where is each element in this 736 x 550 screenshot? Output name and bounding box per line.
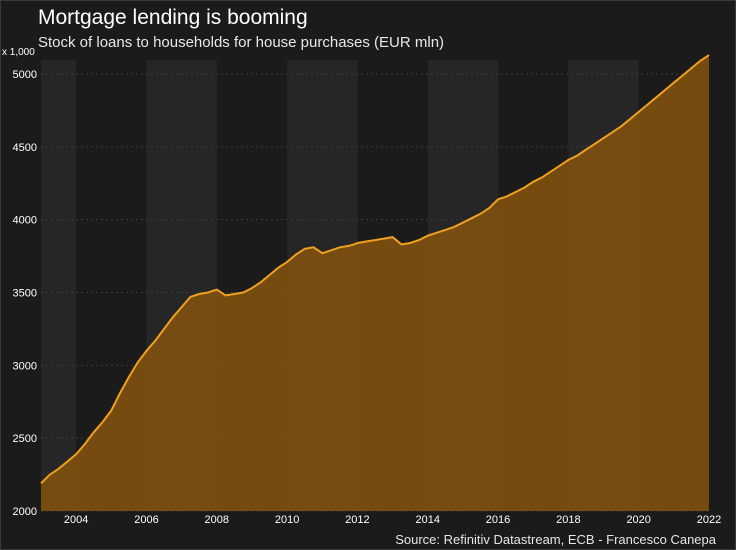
x-tick-label: 2018 [556,514,580,526]
x-tick-label: 2004 [64,514,88,526]
x-axis: 2004 2006 2008 2010 2012 2014 2016 2018 2020 2022 [64,514,721,526]
series-area [41,55,709,511]
y-tick-label: 2000 [13,506,37,518]
chart-title: Mortgage lending is booming [38,6,308,29]
y-tick-label: 3500 [13,288,37,300]
y-tick-label: 2500 [13,433,37,445]
y-tick-label: 4000 [13,215,37,227]
y-tick-label: 3000 [13,360,37,372]
source-note: Source: Refinitiv Datastream, ECB - Fran… [395,532,716,547]
chart-subtitle: Stock of loans to households for house p… [38,34,445,51]
x-tick-label: 2012 [345,514,369,526]
x-tick-label: 2016 [486,514,510,526]
series-line [40,54,710,485]
x-tick-label: 2010 [275,514,299,526]
y-tick-label: 4500 [13,142,37,154]
year-band [41,60,77,511]
y-axis: 2000 2500 3000 3500 4000 4500 5000 [13,69,37,518]
y-axis-unit-label: x 1,000 [2,47,35,58]
x-tick-label: 2020 [626,514,650,526]
y-tick-label: 5000 [13,69,37,81]
series-layer [40,54,710,511]
x-tick-label: 2022 [697,514,721,526]
x-tick-label: 2006 [134,514,158,526]
x-tick-label: 2008 [205,514,229,526]
x-tick-label: 2014 [415,514,439,526]
